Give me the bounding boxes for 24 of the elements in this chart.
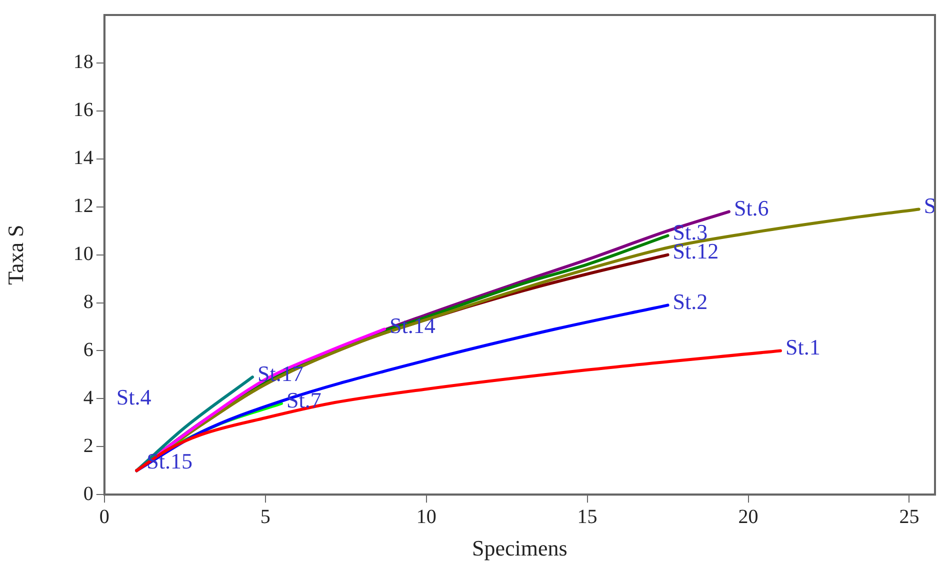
annotation: St.15 [146, 448, 192, 474]
y-tick-label: 0 [83, 482, 94, 505]
series-label: St.6 [734, 195, 769, 220]
annotation: St.4 [116, 384, 152, 410]
x-axis-title: Specimens [472, 536, 568, 561]
y-axis-title: Taxa S [2, 224, 28, 285]
y-tick-label: 16 [73, 99, 94, 122]
y-tick-label: 2 [83, 434, 94, 457]
x-tick-label: 20 [738, 506, 758, 528]
x-tick-label: 5 [260, 506, 270, 528]
x-tick-label: 0 [99, 506, 110, 528]
y-tick-label: 10 [73, 243, 94, 266]
y-tick-label: 4 [83, 386, 94, 409]
x-tick-label: 15 [577, 506, 598, 528]
x-tick-label: 10 [416, 506, 436, 528]
y-tick-label: 6 [83, 338, 94, 361]
y-tick-label: 8 [83, 291, 94, 314]
y-tick-label: 14 [73, 147, 94, 170]
series-label: St.2 [672, 288, 708, 314]
y-tick-label: 18 [73, 51, 94, 74]
y-tick-label: 12 [73, 195, 94, 218]
series-label: S [924, 193, 936, 218]
series-label: St.1 [785, 334, 820, 360]
x-tick-label: 25 [899, 506, 920, 528]
